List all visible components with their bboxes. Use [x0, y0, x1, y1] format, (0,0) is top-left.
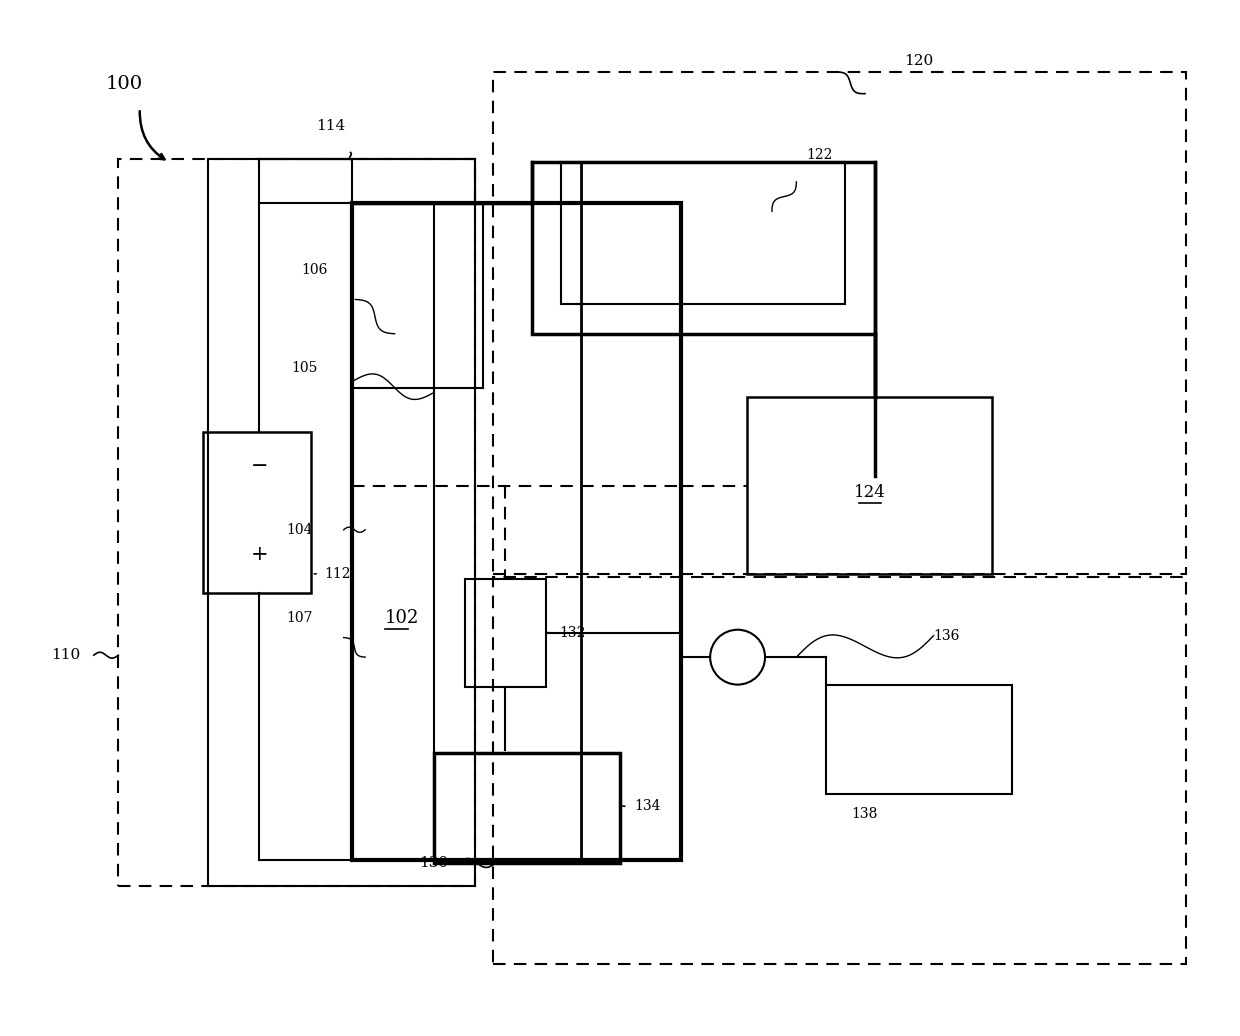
Bar: [492, 73, 1187, 574]
Bar: [203, 432, 311, 594]
Text: 102: 102: [384, 609, 419, 627]
Text: 106: 106: [301, 263, 327, 277]
Text: 110: 110: [52, 649, 81, 662]
Bar: [562, 163, 846, 305]
Bar: [465, 579, 547, 687]
Bar: [826, 685, 1012, 795]
Text: 136: 136: [934, 629, 960, 642]
Text: 134: 134: [635, 799, 661, 813]
Bar: [748, 398, 992, 574]
Bar: [492, 577, 1187, 963]
Bar: [118, 160, 475, 886]
Bar: [352, 203, 681, 860]
Bar: [532, 163, 874, 334]
Text: 112: 112: [324, 567, 351, 581]
Text: 122: 122: [806, 148, 832, 163]
Text: 130: 130: [419, 856, 448, 870]
Text: 132: 132: [559, 626, 585, 639]
Bar: [434, 753, 620, 863]
Bar: [208, 160, 475, 886]
Text: 104: 104: [286, 523, 314, 537]
Text: −: −: [250, 457, 268, 476]
Text: 138: 138: [852, 807, 878, 821]
Text: 124: 124: [854, 484, 885, 501]
Text: +: +: [250, 545, 268, 564]
Bar: [352, 203, 434, 860]
Text: 107: 107: [286, 611, 314, 625]
Text: 105: 105: [291, 362, 319, 375]
Text: 100: 100: [105, 75, 143, 93]
Text: 114: 114: [316, 119, 346, 133]
Text: 120: 120: [904, 54, 934, 68]
